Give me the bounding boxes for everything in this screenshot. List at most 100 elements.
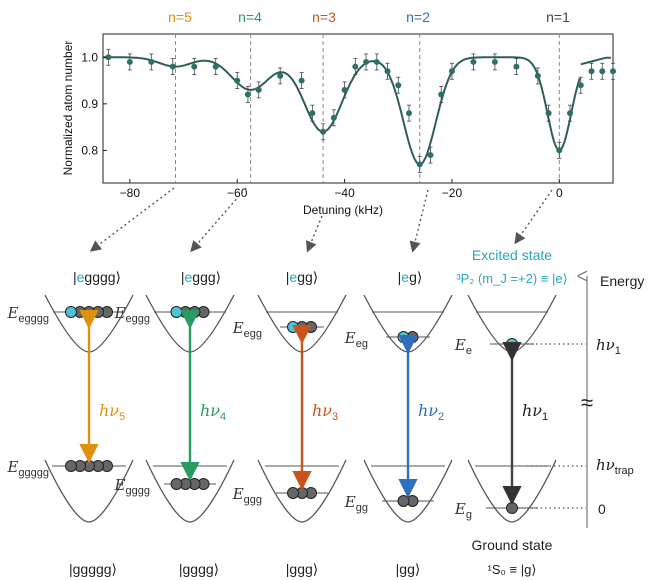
x-axis-label: Detuning (kHz): [303, 203, 383, 217]
x-tick-label: −40: [334, 186, 355, 200]
upper-well: [363, 294, 453, 353]
excited-atom: [65, 306, 77, 318]
y-axis-label: Normalized atom number: [61, 41, 75, 176]
data-point: [588, 62, 595, 80]
upper-energy-label: Eegg: [232, 319, 262, 340]
upper-energy-label: Eeg: [344, 329, 368, 350]
well-group-4: hν2 Eeg Egg: [344, 294, 453, 523]
ground-atom: [506, 502, 518, 514]
upper-energy-label: Eeggg: [114, 304, 150, 325]
upper-energy-label: Eegggg: [6, 304, 49, 325]
well-group-1: hν5 Eegggg Eggggg: [6, 294, 134, 523]
peak-label-n2: n=2: [406, 9, 430, 25]
potential-wells: hν5EeggggEggggghν4EegggEgggghν3EeggEgggh…: [6, 294, 557, 523]
peak-label-n3: n=3: [312, 9, 336, 25]
photon-label: hν3: [312, 401, 338, 423]
lower-energy-label: Eggggg: [6, 458, 49, 479]
data-point: [244, 86, 251, 103]
x-axis-ticks: −80 −60 −40 −20 0: [120, 179, 563, 200]
state-egggg: |egggg⟩: [73, 269, 121, 285]
state-ggggg: |ggggg⟩: [69, 561, 117, 577]
data-point: [255, 81, 262, 99]
data-point: [126, 53, 133, 71]
data-point: [556, 142, 563, 159]
excited-atom: [397, 331, 410, 343]
data-point: [416, 155, 423, 173]
data-point: [427, 146, 434, 164]
well-group-3: hν3 Eegg Eggg: [232, 294, 347, 523]
resonance-lines: [174, 34, 560, 183]
ground-state-title: Ground state: [472, 537, 553, 553]
data-point: [448, 62, 455, 80]
upper-energy-label: Ee: [454, 336, 472, 357]
data-points: [105, 48, 616, 173]
ground-state-definition: ¹S₀ ≡ |g⟩: [488, 562, 537, 577]
ground-atom: [170, 478, 183, 490]
axis-hvtrap: hνtrap: [596, 456, 634, 477]
y-tick-label: 1.0: [81, 50, 98, 64]
lower-energy-label: Eg: [454, 500, 472, 521]
state-gg: |gg⟩: [396, 561, 421, 577]
data-point: [320, 123, 327, 141]
ground-atom: [397, 495, 410, 507]
lower-well: [257, 459, 347, 523]
x-tick-label: −60: [227, 186, 248, 200]
data-point: [277, 67, 284, 85]
data-point: [363, 53, 370, 71]
excited-state-definition: ³P₂ (m_J =+2) ≡ |e⟩: [456, 271, 567, 286]
data-point: [330, 109, 337, 127]
data-point: [384, 62, 391, 80]
axis-hv1: hν1: [596, 336, 621, 357]
data-point: [148, 53, 155, 71]
data-point: [191, 58, 198, 75]
energy-axis: Energy ≈ hν1 hνtrap 0: [518, 273, 644, 528]
state-ggg: |ggg⟩: [286, 561, 318, 577]
lower-well: [145, 459, 235, 523]
ground-atom: [287, 487, 299, 499]
data-point: [352, 58, 359, 75]
data-point: [395, 76, 402, 94]
x-tick-label: −20: [442, 186, 463, 200]
data-point: [545, 104, 552, 122]
data-point: [534, 67, 541, 85]
state-egggg-rest: gggg⟩: [84, 269, 121, 285]
approx-symbol: ≈: [581, 390, 593, 415]
lower-well: [44, 459, 134, 523]
photon-label: hν4: [200, 401, 226, 423]
well-group-2: hν4 Eeggg Egggg: [114, 294, 235, 523]
photon-label: hν1: [522, 401, 548, 423]
data-point: [491, 53, 498, 71]
data-point: [599, 62, 606, 80]
state-gggg: |gggg⟩: [179, 561, 219, 577]
connector-arrows: [89, 187, 553, 253]
data-point: [577, 76, 584, 94]
photon-label: hν2: [418, 401, 444, 423]
lower-energy-label: Egggg: [114, 476, 150, 497]
excited-state-title: Excited state: [472, 247, 552, 263]
peak-label-n4: n=4: [238, 9, 262, 25]
data-point: [438, 86, 445, 103]
data-point: [298, 72, 305, 89]
peak-label-n5: n=5: [168, 9, 192, 25]
x-tick-label: −80: [120, 186, 141, 200]
state-labels-bottom: |ggggg⟩ |gggg⟩ |ggg⟩ |gg⟩: [69, 561, 420, 577]
data-point: [470, 53, 477, 71]
fit-curve: [103, 56, 581, 166]
lower-well: [363, 459, 453, 523]
data-point: [341, 81, 348, 99]
state-egg: |egg⟩: [286, 269, 318, 285]
fit-curve-extension: [580, 56, 611, 66]
spectrum-plot: −80 −60 −40 −20 0 0.8 0.9 1.0 Normalized atom …: [61, 9, 616, 217]
excited-atom: [506, 338, 518, 350]
state-labels-top: |egggg⟩ |eggg⟩ |egg⟩ |eg⟩: [73, 269, 422, 285]
data-point: [212, 58, 219, 75]
energy-axis-label: Energy: [600, 273, 644, 289]
peak-label-n1: n=1: [546, 9, 570, 25]
ground-atom: [65, 460, 77, 472]
axis-zero: 0: [598, 501, 606, 517]
y-axis-ticks: 0.8 0.9 1.0: [81, 50, 107, 157]
state-eg: |eg⟩: [398, 269, 423, 285]
photon-label: hν5: [99, 401, 125, 423]
state-eggg: |eggg⟩: [181, 269, 221, 285]
